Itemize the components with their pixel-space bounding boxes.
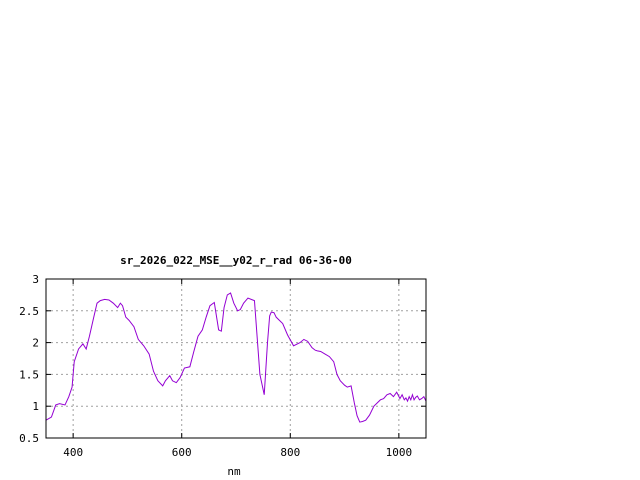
x-tick-label: 1000 bbox=[386, 446, 413, 459]
chart-title: sr_2026_022_MSE__y02_r_rad 06-36-00 bbox=[120, 254, 352, 267]
x-tick-label: 600 bbox=[172, 446, 192, 459]
grid-layer bbox=[46, 279, 426, 438]
y-tick-label: 1 bbox=[32, 400, 39, 413]
x-tick-label: 800 bbox=[280, 446, 300, 459]
y-tick-label: 2 bbox=[32, 337, 39, 350]
x-tick-label: 400 bbox=[63, 446, 83, 459]
y-tick-label: 3 bbox=[32, 273, 39, 286]
x-axis-label: nm bbox=[227, 465, 241, 478]
y-tick-label: 2.5 bbox=[19, 305, 39, 318]
ticks-layer: 400 600 800 1000 0.5 1 1.5 2 2.5 3 bbox=[19, 273, 426, 459]
plot-frame bbox=[45, 278, 427, 439]
series-layer bbox=[45, 292, 427, 423]
y-tick-label: 0.5 bbox=[19, 432, 39, 445]
series-line-0 bbox=[45, 292, 427, 423]
y-tick-label: 1.5 bbox=[19, 368, 39, 381]
